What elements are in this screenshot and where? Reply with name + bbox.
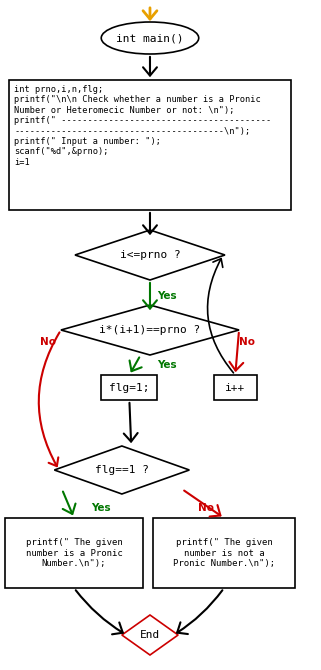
Text: End: End <box>140 630 160 640</box>
Text: No: No <box>198 503 214 513</box>
Text: flg=1;: flg=1; <box>109 383 150 393</box>
Text: Yes: Yes <box>157 360 177 370</box>
Text: flg==1 ?: flg==1 ? <box>95 465 149 475</box>
Text: i<=prno ?: i<=prno ? <box>120 250 180 260</box>
FancyBboxPatch shape <box>5 518 143 588</box>
Text: int prno,i,n,flg;
printf("\n\n Check whether a number is a Pronic
Number or Hete: int prno,i,n,flg; printf("\n\n Check whe… <box>14 85 271 167</box>
Polygon shape <box>61 305 239 355</box>
FancyBboxPatch shape <box>101 375 158 400</box>
Text: No: No <box>239 337 255 347</box>
Text: int main(): int main() <box>116 33 184 43</box>
Text: Yes: Yes <box>157 291 177 301</box>
Text: i*(i+1)==prno ?: i*(i+1)==prno ? <box>100 325 201 335</box>
Text: Yes: Yes <box>91 503 111 513</box>
Text: i++: i++ <box>225 383 246 393</box>
FancyBboxPatch shape <box>9 80 291 210</box>
Polygon shape <box>122 615 178 655</box>
FancyBboxPatch shape <box>214 375 257 400</box>
Polygon shape <box>75 230 225 280</box>
FancyBboxPatch shape <box>153 518 295 588</box>
Ellipse shape <box>101 22 199 54</box>
Text: printf(" The given
number is a Pronic
Number.\n");: printf(" The given number is a Pronic Nu… <box>26 538 122 568</box>
Text: printf(" The given
number is not a
Pronic Number.\n");: printf(" The given number is not a Proni… <box>173 538 275 568</box>
Text: No: No <box>40 337 56 347</box>
Polygon shape <box>54 446 189 494</box>
